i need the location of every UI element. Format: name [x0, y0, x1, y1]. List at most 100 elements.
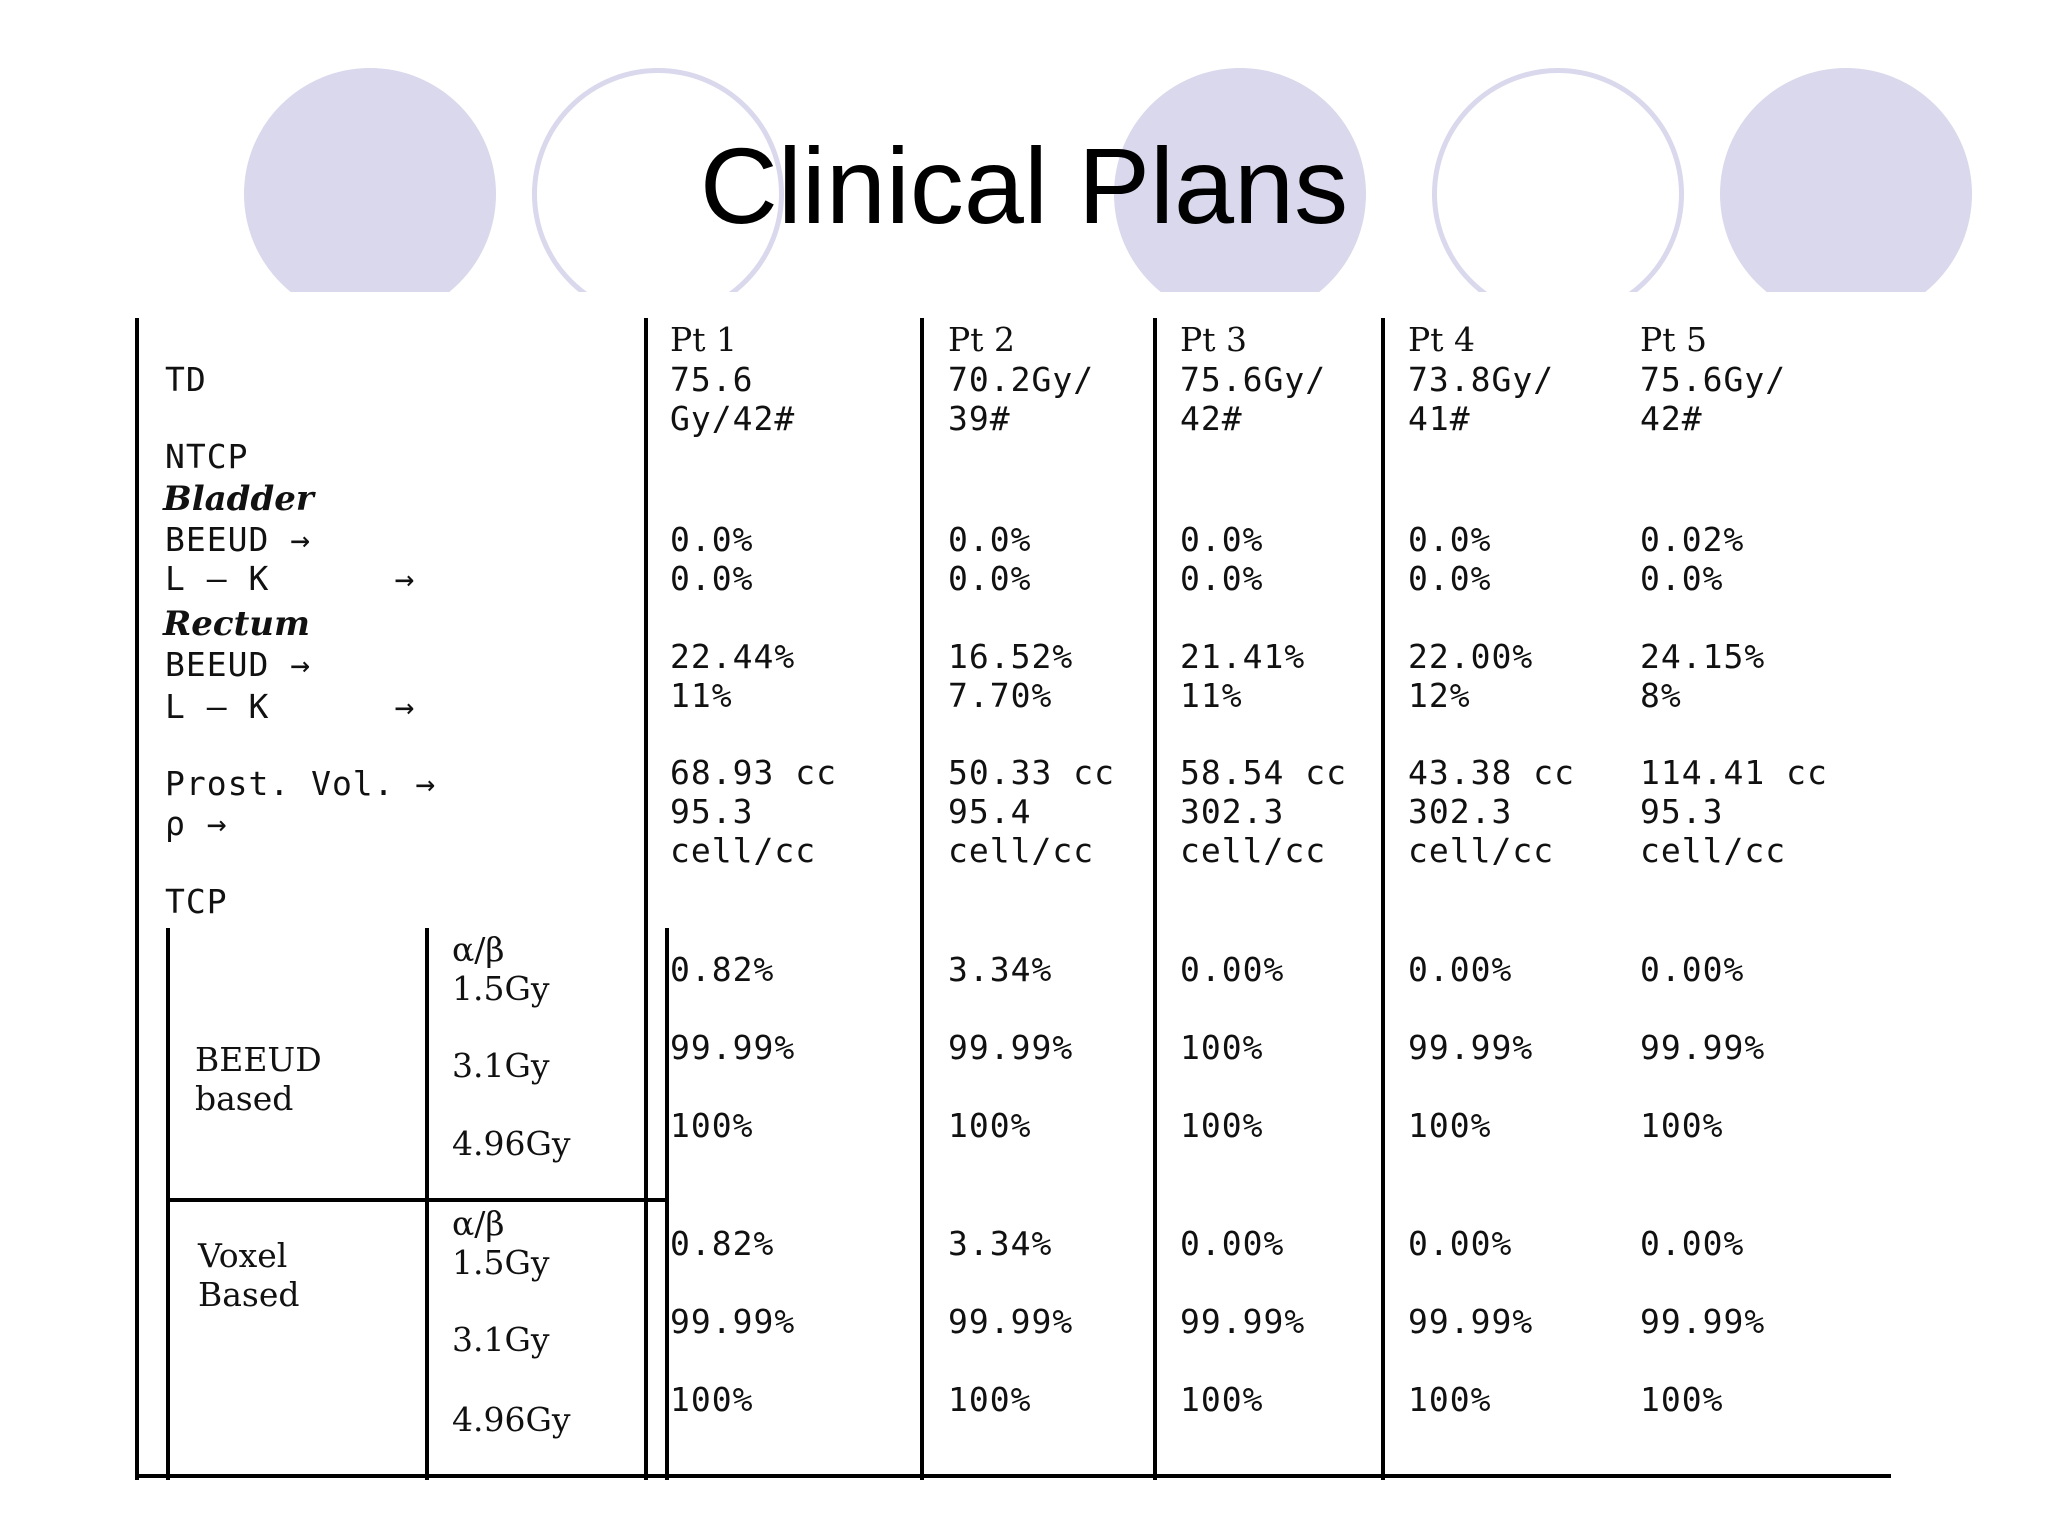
row-label-ntcp: NTCP [165, 437, 249, 476]
tcp-voxel-pt2-1: 3.34% [948, 1224, 1053, 1263]
rho-pt1: 95.3 cell/cc [670, 792, 817, 870]
row-label-rho: ρ → [165, 804, 228, 843]
rho-pt3: 302.3 cell/cc [1180, 792, 1327, 870]
tcp-beeud-pt1-3: 100% [670, 1106, 754, 1145]
rectum-beeud-pt4: 22.00% [1408, 637, 1534, 676]
tcp-voxel-pt4-2: 99.99% [1408, 1302, 1534, 1341]
rho-pt2: 95.4 cell/cc [948, 792, 1095, 870]
voxel-alpha-beta-3: 4.96Gy [452, 1400, 571, 1439]
tcp-beeud-pt3-1: 0.00% [1180, 950, 1285, 989]
header-pt5: Pt 5 [1640, 320, 1707, 359]
bladder-lk-pt1: 0.0% [670, 559, 754, 598]
tcp-beeud-pt4-1: 0.00% [1408, 950, 1513, 989]
beeud-alpha-beta-3: 4.96Gy [452, 1124, 571, 1163]
bladder-lk-pt5: 0.0% [1640, 559, 1724, 598]
tcp-inner-left [166, 928, 170, 1480]
prost-vol-pt5: 114.41 cc [1640, 753, 1828, 792]
rectum-lk-label: L – K → [165, 687, 416, 726]
tcp-beeud-pt3-3: 100% [1180, 1106, 1264, 1145]
bladder-lk-pt4: 0.0% [1408, 559, 1492, 598]
tcp-voxel-pt1-3: 100% [670, 1380, 754, 1419]
prost-vol-pt2: 50.33 cc [948, 753, 1115, 792]
rho-pt4: 302.3 cell/cc [1408, 792, 1555, 870]
tcp-beeud-based-label: BEEUD based [195, 1040, 322, 1118]
bladder-beeud-pt2: 0.0% [948, 520, 1032, 559]
deco-circle-3 [1114, 68, 1366, 320]
rectum-beeud-pt2: 16.52% [948, 637, 1074, 676]
slide-title: Clinical Plans [699, 125, 1349, 246]
tcp-beeud-pt5-3: 100% [1640, 1106, 1724, 1145]
tcp-inner-right [665, 928, 669, 1480]
rho-pt5: 95.3 cell/cc [1640, 792, 1787, 870]
td-pt1: 75.6 Gy/42# [670, 360, 796, 438]
tcp-group-divider [166, 1198, 669, 1202]
header-pt1: Pt 1 [670, 320, 737, 359]
rectum-beeud-pt1: 22.44% [670, 637, 796, 676]
table-left-border [135, 318, 139, 1480]
beeud-alpha-beta-2: 3.1Gy [452, 1046, 550, 1085]
bladder-lk-pt2: 0.0% [948, 559, 1032, 598]
bladder-lk-label: L – K → [165, 559, 416, 598]
bladder-beeud-pt4: 0.0% [1408, 520, 1492, 559]
row-label-td: TD [165, 360, 207, 399]
tcp-beeud-pt2-1: 3.34% [948, 950, 1053, 989]
prost-vol-pt3: 58.54 cc [1180, 753, 1347, 792]
tcp-beeud-pt2-3: 100% [948, 1106, 1032, 1145]
voxel-alpha-beta-2: 3.1Gy [452, 1320, 550, 1359]
row-label-bladder: Bladder [163, 479, 314, 519]
tcp-voxel-based-label: Voxel Based [198, 1236, 300, 1314]
tcp-voxel-pt2-3: 100% [948, 1380, 1032, 1419]
tcp-voxel-pt4-3: 100% [1408, 1380, 1492, 1419]
tcp-voxel-pt5-1: 0.00% [1640, 1224, 1745, 1263]
voxel-alpha-beta-1: α/β 1.5Gy [452, 1204, 550, 1282]
td-pt2: 70.2Gy/ 39# [948, 360, 1095, 438]
tcp-voxel-pt4-1: 0.00% [1408, 1224, 1513, 1263]
rectum-lk-pt3: 11% [1180, 676, 1243, 715]
tcp-beeud-pt4-2: 99.99% [1408, 1028, 1534, 1067]
tcp-voxel-pt5-2: 99.99% [1640, 1302, 1766, 1341]
td-pt5: 75.6Gy/ 42# [1640, 360, 1787, 438]
bladder-beeud-pt5: 0.02% [1640, 520, 1745, 559]
table-divider-label [644, 318, 648, 1480]
tcp-voxel-pt2-2: 99.99% [948, 1302, 1074, 1341]
row-label-rectum: Rectum [163, 604, 310, 644]
bladder-lk-pt3: 0.0% [1180, 559, 1264, 598]
tcp-beeud-pt3-2: 100% [1180, 1028, 1264, 1067]
tcp-beeud-pt5-2: 99.99% [1640, 1028, 1766, 1067]
bladder-beeud-pt1: 0.0% [670, 520, 754, 559]
rectum-beeud-pt3: 21.41% [1180, 637, 1306, 676]
rectum-lk-pt4: 12% [1408, 676, 1471, 715]
header-pt3: Pt 3 [1180, 320, 1247, 359]
rectum-beeud-label: BEEUD → [165, 645, 312, 684]
tcp-voxel-pt1-2: 99.99% [670, 1302, 796, 1341]
row-label-tcp: TCP [165, 882, 228, 921]
rectum-lk-pt5: 8% [1640, 676, 1682, 715]
prost-vol-pt4: 43.38 cc [1408, 753, 1575, 792]
tcp-inner-mid [425, 928, 429, 1480]
rectum-lk-pt2: 7.70% [948, 676, 1053, 715]
tcp-voxel-pt5-3: 100% [1640, 1380, 1724, 1419]
deco-mask [0, 292, 2048, 332]
header-pt4: Pt 4 [1408, 320, 1475, 359]
tcp-beeud-pt1-1: 0.82% [670, 950, 775, 989]
td-pt4: 73.8Gy/ 41# [1408, 360, 1555, 438]
header-pt2: Pt 2 [948, 320, 1015, 359]
table-divider-pt2 [1153, 318, 1157, 1480]
tcp-voxel-pt3-3: 100% [1180, 1380, 1264, 1419]
row-label-prost-vol: Prost. Vol. → [165, 764, 437, 803]
tcp-voxel-pt1-1: 0.82% [670, 1224, 775, 1263]
prost-vol-pt1: 68.93 cc [670, 753, 837, 792]
table-bottom-border [135, 1474, 1891, 1478]
tcp-voxel-pt3-2: 99.99% [1180, 1302, 1306, 1341]
rectum-beeud-pt5: 24.15% [1640, 637, 1766, 676]
deco-circle-5 [1720, 68, 1972, 320]
deco-circle-1 [244, 68, 496, 320]
tcp-beeud-pt4-3: 100% [1408, 1106, 1492, 1145]
tcp-voxel-pt3-1: 0.00% [1180, 1224, 1285, 1263]
table-divider-pt3 [1381, 318, 1385, 1480]
td-pt3: 75.6Gy/ 42# [1180, 360, 1327, 438]
table-divider-pt1 [920, 318, 924, 1480]
tcp-beeud-pt2-2: 99.99% [948, 1028, 1074, 1067]
tcp-beeud-pt1-2: 99.99% [670, 1028, 796, 1067]
